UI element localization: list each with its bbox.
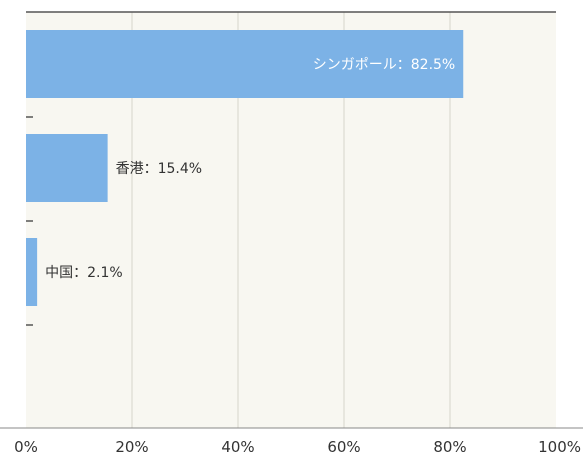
x-tick-label: 40% xyxy=(221,438,254,456)
x-tick-label: 60% xyxy=(327,438,360,456)
bar xyxy=(26,30,464,98)
data-label: シンガポール：82.5% xyxy=(313,57,455,73)
x-tick-labels: 0% 20% 40% 60% 80% 100% xyxy=(14,438,581,456)
data-label: 香港：15.4% xyxy=(116,161,202,177)
data-labels: シンガポール：82.5% 香港：15.4% 中国：2.1% xyxy=(45,57,455,281)
bar xyxy=(26,134,108,202)
bar xyxy=(26,238,38,306)
x-tick-label: 100% xyxy=(538,438,581,456)
bars xyxy=(26,30,464,306)
x-tick-label: 0% xyxy=(14,438,38,456)
data-label: 中国：2.1% xyxy=(45,265,123,281)
category-ticks xyxy=(26,116,33,326)
x-tick-label: 80% xyxy=(433,438,466,456)
x-tick-label: 20% xyxy=(115,438,148,456)
